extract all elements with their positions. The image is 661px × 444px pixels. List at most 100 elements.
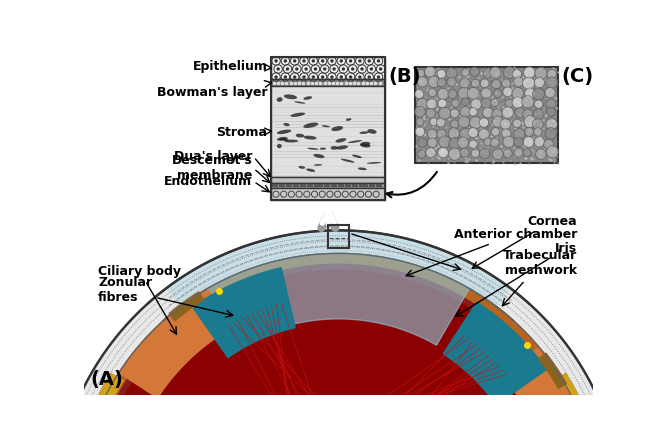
Circle shape [490, 99, 498, 107]
Circle shape [358, 59, 362, 63]
Circle shape [286, 67, 289, 71]
Circle shape [351, 67, 354, 71]
Circle shape [534, 77, 545, 87]
Ellipse shape [313, 154, 325, 158]
Polygon shape [169, 292, 204, 321]
Bar [272, 79, 385, 87]
Ellipse shape [288, 404, 389, 444]
Circle shape [546, 99, 556, 109]
Circle shape [494, 89, 502, 98]
Circle shape [461, 69, 469, 76]
Circle shape [321, 59, 325, 63]
Circle shape [505, 99, 514, 107]
Text: Ciliary body: Ciliary body [98, 265, 181, 334]
Circle shape [512, 70, 522, 79]
Circle shape [437, 70, 446, 79]
Circle shape [311, 59, 315, 63]
Circle shape [459, 128, 471, 140]
Circle shape [311, 75, 315, 79]
Circle shape [323, 67, 327, 71]
Circle shape [546, 119, 557, 130]
Bar [415, 67, 558, 163]
Circle shape [428, 88, 436, 97]
Bar [272, 57, 385, 79]
Circle shape [524, 116, 536, 128]
Polygon shape [63, 230, 613, 444]
Text: Lens: Lens [0, 443, 1, 444]
Circle shape [340, 75, 343, 79]
Circle shape [369, 67, 373, 71]
Circle shape [468, 127, 478, 138]
Circle shape [414, 107, 426, 117]
Circle shape [439, 107, 451, 119]
Ellipse shape [280, 138, 289, 141]
Bar [272, 188, 385, 200]
Text: Bowman's layer: Bowman's layer [157, 81, 272, 99]
Polygon shape [102, 264, 574, 431]
Text: Descemet's
membrane: Descemet's membrane [171, 155, 252, 182]
Circle shape [471, 99, 482, 110]
Circle shape [533, 128, 542, 136]
Circle shape [534, 137, 545, 147]
Ellipse shape [358, 167, 367, 170]
Ellipse shape [330, 146, 338, 150]
Circle shape [504, 67, 515, 79]
Circle shape [481, 79, 489, 87]
Circle shape [330, 59, 334, 63]
Circle shape [332, 67, 336, 71]
Polygon shape [120, 290, 231, 398]
Bar [328, 225, 349, 248]
Circle shape [368, 59, 371, 63]
Circle shape [523, 109, 533, 119]
Ellipse shape [303, 136, 317, 139]
Circle shape [416, 118, 424, 126]
Ellipse shape [290, 113, 305, 117]
Circle shape [349, 59, 352, 63]
Circle shape [448, 128, 459, 139]
Circle shape [451, 99, 459, 107]
Circle shape [447, 77, 456, 87]
Circle shape [467, 87, 479, 99]
Text: (B): (B) [389, 67, 421, 86]
Circle shape [512, 87, 524, 99]
Ellipse shape [277, 130, 292, 134]
Circle shape [533, 88, 545, 100]
Circle shape [492, 116, 503, 127]
Ellipse shape [277, 137, 288, 141]
Circle shape [284, 59, 287, 63]
Circle shape [503, 149, 512, 158]
Bar [272, 182, 385, 188]
Circle shape [500, 119, 511, 130]
Circle shape [522, 96, 534, 108]
Circle shape [502, 129, 511, 138]
Circle shape [428, 138, 437, 147]
Circle shape [471, 149, 480, 158]
Circle shape [483, 107, 493, 118]
Ellipse shape [277, 144, 282, 148]
Circle shape [424, 66, 436, 77]
Circle shape [436, 118, 446, 127]
Circle shape [484, 138, 492, 146]
Bar [272, 57, 385, 200]
Circle shape [514, 137, 524, 147]
Ellipse shape [303, 123, 319, 128]
Circle shape [451, 120, 459, 128]
Circle shape [469, 107, 477, 116]
Circle shape [492, 109, 502, 119]
Circle shape [469, 117, 481, 128]
Text: Endothelium: Endothelium [164, 175, 252, 188]
Circle shape [458, 87, 470, 99]
Ellipse shape [301, 416, 346, 444]
Circle shape [525, 88, 535, 99]
Bar [272, 177, 385, 182]
Circle shape [302, 59, 305, 63]
Circle shape [284, 75, 287, 79]
Polygon shape [554, 373, 596, 444]
Circle shape [438, 88, 449, 100]
Ellipse shape [360, 143, 370, 147]
Circle shape [447, 90, 457, 99]
Circle shape [544, 139, 553, 149]
Circle shape [492, 79, 501, 89]
Ellipse shape [335, 138, 346, 143]
Ellipse shape [313, 164, 323, 166]
